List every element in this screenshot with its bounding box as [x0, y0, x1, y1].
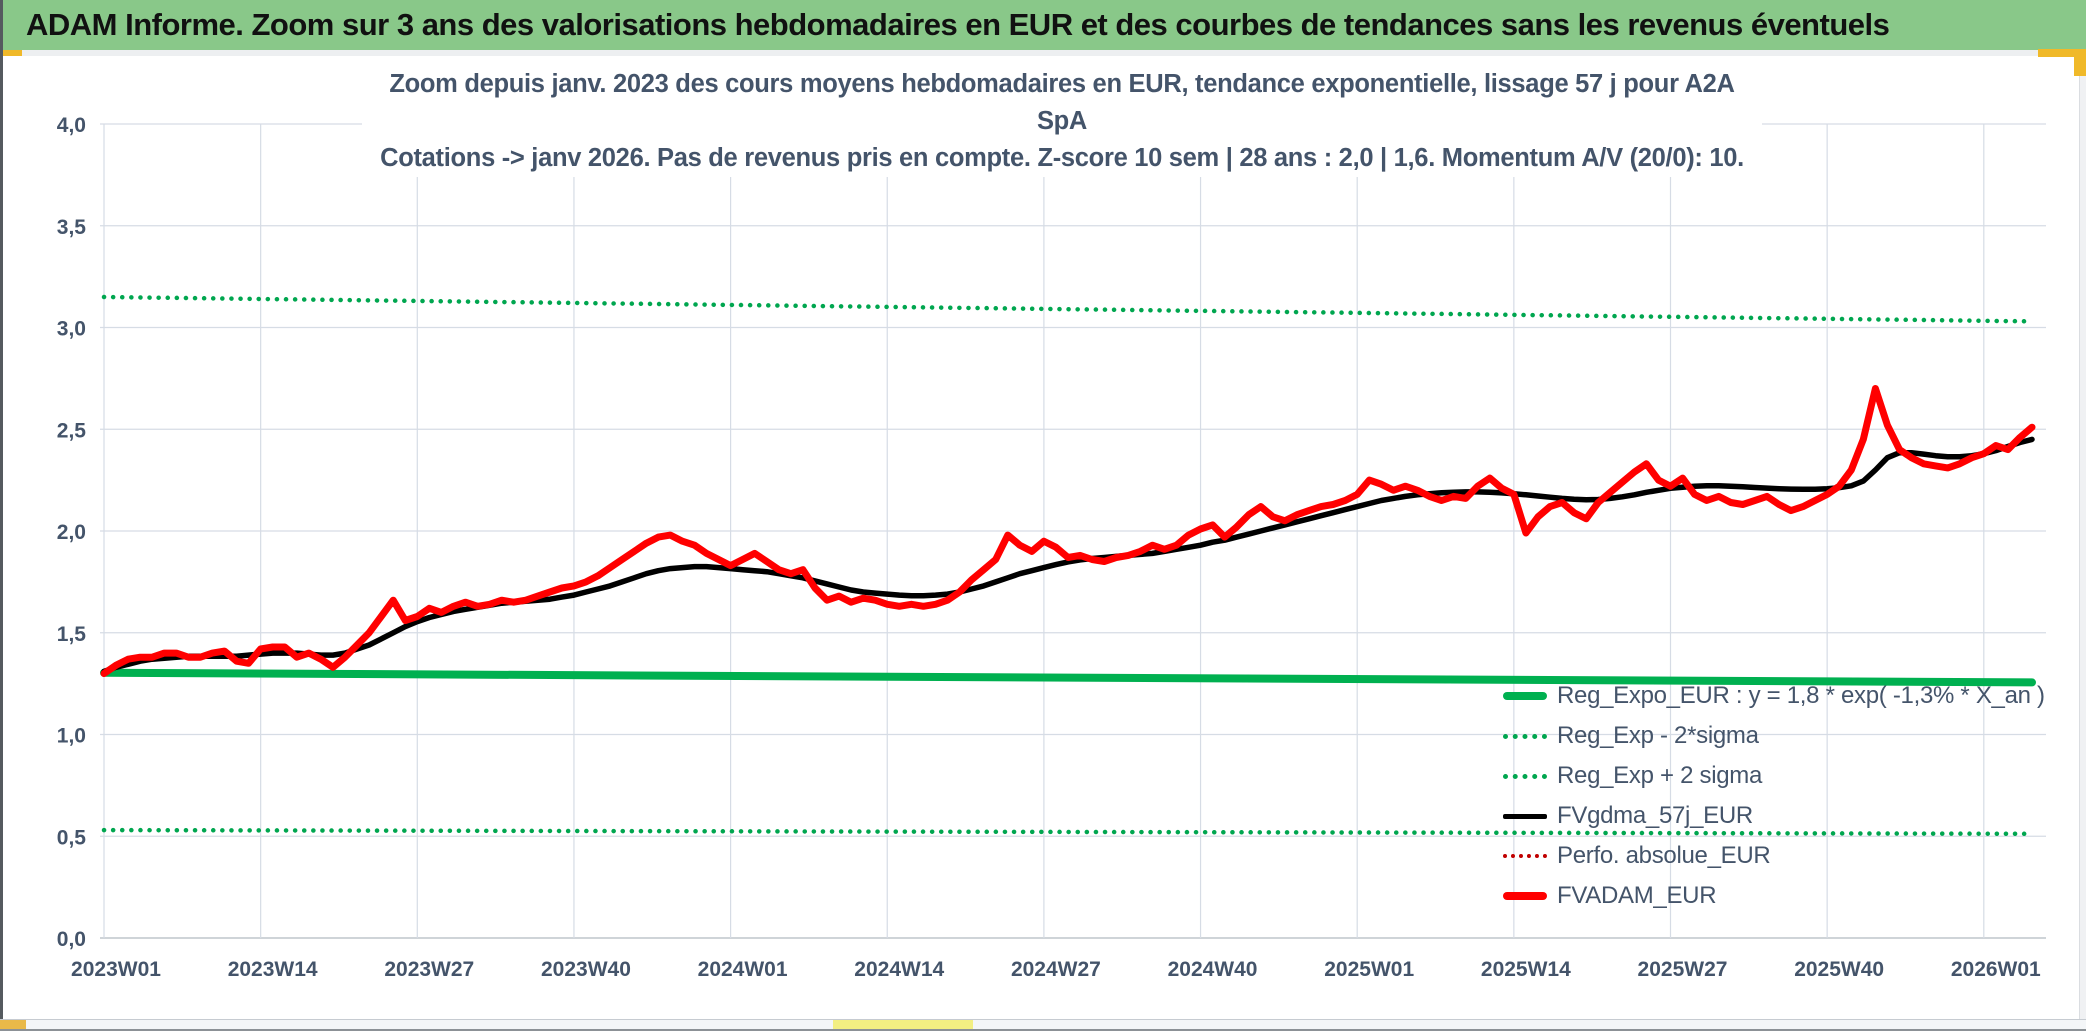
x-axis-tick-label: 2023W27	[384, 958, 474, 981]
legend-item-reg-exp-plus-2sigma: Reg_Exp + 2 sigma	[1503, 756, 2045, 796]
legend-item-reg-expo: Reg_Expo_EUR : y = 1,8 * exp( -1,3% * X_…	[1503, 676, 2045, 716]
cell-highlight-top-right-v	[2074, 49, 2086, 76]
x-axis-tick-label: 2024W27	[1011, 958, 1101, 981]
legend-item-reg-exp-minus-2sigma: Reg_Exp - 2*sigma	[1503, 716, 2045, 756]
x-axis-tick-label: 2024W40	[1168, 958, 1258, 981]
legend-item-fvadam: FVADAM_EUR	[1503, 876, 2045, 916]
legend-label: Reg_Exp - 2*sigma	[1557, 722, 1759, 749]
x-axis-tick-label: 2025W01	[1324, 958, 1414, 981]
y-axis-tick-label: 0,5	[57, 826, 87, 849]
chart-title: Zoom depuis janv. 2023 des cours moyens …	[362, 66, 1762, 177]
cell-highlight-top-right-h	[2038, 49, 2086, 57]
y-axis-tick-label: 1,0	[57, 725, 86, 748]
legend-item-perfo-absolue: Perfo. absolue_EUR	[1503, 836, 2045, 876]
x-axis-tick-label: 2025W27	[1638, 958, 1728, 981]
y-axis-tick-label: 2,5	[57, 419, 87, 442]
chart-title-line1: Zoom depuis janv. 2023 des cours moyens …	[389, 70, 1735, 135]
red-dotted-line-icon	[1503, 854, 1547, 858]
window-left-edge	[0, 0, 3, 1019]
y-axis-tick-label: 0,0	[57, 928, 86, 951]
y-axis-tick-label: 1,5	[57, 623, 87, 646]
y-axis-tick-label: 2,0	[57, 521, 86, 544]
series-line-reg-exp-2-sigma	[101, 827, 2035, 837]
x-axis-tick-label: 2025W14	[1481, 958, 1571, 981]
green-dotted-line-icon	[1503, 733, 1547, 739]
cell-highlight-top-left	[3, 50, 22, 56]
y-axis-tick-label: 4,0	[57, 114, 86, 137]
legend-label: Reg_Expo_EUR : y = 1,8 * exp( -1,3% * X_…	[1557, 682, 2045, 709]
header-divider	[0, 50, 2086, 56]
y-axis-tick-label: 3,5	[57, 216, 87, 239]
chart-legend: Reg_Expo_EUR : y = 1,8 * exp( -1,3% * X_…	[1503, 676, 2045, 916]
legend-label: Perfo. absolue_EUR	[1557, 842, 1771, 869]
series-line-fvgdma-57j-eur	[101, 436, 2035, 675]
x-axis-tick-label: 2026W01	[1951, 958, 2041, 981]
legend-label: FVgdma_57j_EUR	[1557, 802, 1753, 829]
x-axis-tick-label: 2024W01	[698, 958, 788, 981]
red-solid-line-icon	[1503, 892, 1547, 900]
series-line-reg-exp-2-sigma	[101, 294, 2035, 324]
series-line-reg-expo-eur-y-1-8-exp-1-3-x-an-	[100, 668, 2036, 687]
scrollbar-gold-segment	[0, 1020, 26, 1029]
y-axis-tick-label: 3,0	[57, 318, 86, 341]
window-title: ADAM Informe. Zoom sur 3 ans des valoris…	[26, 7, 1890, 42]
x-axis-tick-label: 2023W14	[228, 958, 318, 981]
series-line-fvadam-eur	[100, 385, 2036, 677]
green-dotted-line-icon	[1503, 773, 1547, 779]
black-solid-line-icon	[1503, 813, 1547, 819]
x-axis-tick-label: 2023W40	[541, 958, 631, 981]
green-solid-line-icon	[1503, 692, 1547, 700]
scrollbar-highlight-segment[interactable]	[833, 1020, 973, 1029]
x-axis-tick-label: 2023W01	[71, 958, 161, 981]
legend-label: FVADAM_EUR	[1557, 882, 1717, 909]
window-right-edge	[2079, 56, 2086, 1019]
x-axis-tick-label: 2025W40	[1794, 958, 1884, 981]
window-title-bar: ADAM Informe. Zoom sur 3 ans des valoris…	[0, 0, 2086, 50]
chart-title-line2: Cotations -> janv 2026. Pas de revenus p…	[380, 144, 1744, 172]
x-axis-tick-label: 2024W14	[854, 958, 944, 981]
horizontal-scrollbar[interactable]	[0, 1019, 2086, 1031]
legend-item-fvgdma: FVgdma_57j_EUR	[1503, 796, 2045, 836]
legend-label: Reg_Exp + 2 sigma	[1557, 762, 1763, 789]
